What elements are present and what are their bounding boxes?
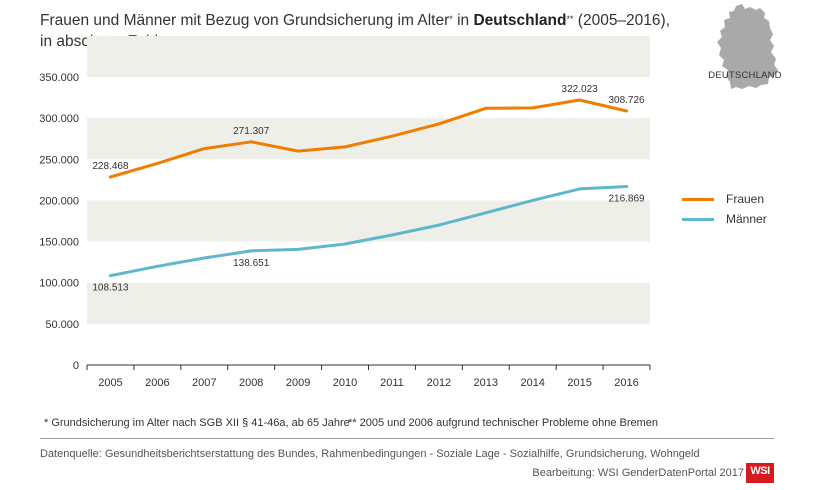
y-tick-label: 150.000 <box>39 237 79 249</box>
data-point-frauen <box>625 109 629 113</box>
data-label: 138.651 <box>233 258 270 269</box>
y-tick-label: 100.000 <box>39 278 79 290</box>
y-tick-label: 250.000 <box>39 154 79 166</box>
map-label: DEUTSCHLAND <box>708 70 782 81</box>
grid-bands <box>87 35 650 324</box>
data-source: Datenquelle: Gesundheitsberichtserstattu… <box>40 448 700 460</box>
data-point-maenner <box>437 223 441 227</box>
wsi-logo: WSI <box>746 463 774 483</box>
x-tick-label: 2016 <box>614 377 638 389</box>
title-text-3: (2005–2016), <box>573 12 671 29</box>
data-point-frauen <box>343 145 347 149</box>
legend-label-frauen: Frauen <box>726 192 765 206</box>
data-point-maenner <box>578 187 582 191</box>
data-point-frauen <box>202 147 206 151</box>
data-point-frauen <box>155 161 159 165</box>
series-line-maenner <box>109 185 628 278</box>
x-tick-label: 2013 <box>474 377 498 389</box>
x-tick-label: 2009 <box>286 377 310 389</box>
x-tick-label: 2011 <box>380 377 404 389</box>
y-tick-label: 350.000 <box>39 72 79 84</box>
grid-band <box>87 200 650 242</box>
data-point-maenner <box>155 264 159 268</box>
data-point-frauen <box>249 140 253 144</box>
y-tick-label: 300.000 <box>39 113 79 125</box>
data-point-frauen <box>531 106 535 110</box>
data-point-maenner <box>484 211 488 215</box>
x-tick-label: 2006 <box>145 377 169 389</box>
y-tick-label: 0 <box>73 360 79 372</box>
x-tick-label: 2015 <box>567 377 591 389</box>
data-point-maenner <box>296 247 300 251</box>
title-footnote-mark-1: * <box>449 14 453 24</box>
data-point-maenner <box>249 249 253 253</box>
data-point-maenner <box>625 185 629 189</box>
data-point-frauen <box>484 106 488 110</box>
series-lines <box>108 98 629 278</box>
grid-band <box>87 35 650 77</box>
title-text-1: Frauen und Männer mit Bezug von Grundsic… <box>40 12 450 29</box>
footnote-1: * Grundsicherung im Alter nach SGB XII §… <box>44 417 350 429</box>
data-point-frauen <box>108 175 112 179</box>
data-label: 216.869 <box>608 194 645 205</box>
x-tick-label: 2008 <box>239 377 263 389</box>
data-label: 228.468 <box>92 161 129 172</box>
title-text-2: in <box>452 12 474 29</box>
data-label: 108.513 <box>92 283 129 294</box>
data-label: 322.023 <box>562 84 599 95</box>
footer-divider <box>40 438 774 439</box>
data-point-maenner <box>531 198 535 202</box>
data-point-maenner <box>202 256 206 260</box>
y-tick-label: 200.000 <box>39 195 79 207</box>
data-point-frauen <box>390 134 394 138</box>
x-tick-label: 2014 <box>520 377 544 389</box>
data-label: 271.307 <box>233 126 270 137</box>
x-tick-label: 2012 <box>427 377 451 389</box>
x-tick-label: 2010 <box>333 377 357 389</box>
legend-item-frauen: Frauen <box>682 192 802 206</box>
title-footnote-mark-2: ** <box>566 14 574 24</box>
x-axis-ticks: 2005 2006 2007 2008 2009 2010 2011 2012 2013 2014… <box>86 365 651 389</box>
line-chart: 0 50.000 100.000 150.000 200.000 250.000 300.0… <box>39 35 651 389</box>
legend-swatch-frauen <box>682 198 714 202</box>
edit-credit: Bearbeitung: WSI GenderDatenPortal 2017 <box>532 467 744 479</box>
data-point-frauen <box>296 149 300 153</box>
data-point-maenner <box>390 233 394 237</box>
data-labels: 228.468 271.307 322.023 308.726 108.513 138.6… <box>92 84 645 294</box>
y-axis-ticks: 0 50.000 100.000 150.000 200.000 250.000 300.0… <box>39 72 79 372</box>
title-country: Deutschland <box>473 12 567 29</box>
data-point-frauen <box>578 98 582 102</box>
data-point-maenner <box>108 274 112 278</box>
y-tick-label: 50.000 <box>45 319 79 331</box>
legend-label-maenner: Männer <box>726 212 767 226</box>
x-tick-label: 2007 <box>192 377 216 389</box>
data-label: 308.726 <box>608 95 645 106</box>
grid-band <box>87 118 650 160</box>
grid-band <box>87 282 650 324</box>
legend-item-maenner: Männer <box>682 212 802 226</box>
germany-map-icon <box>717 4 778 89</box>
legend-swatch-maenner <box>682 218 714 222</box>
x-tick-label: 2005 <box>98 377 122 389</box>
footnote-2: ** 2005 und 2006 aufgrund technischer Pr… <box>348 417 659 429</box>
data-point-frauen <box>437 122 441 126</box>
series-line-frauen <box>109 98 628 179</box>
data-point-maenner <box>343 242 347 246</box>
